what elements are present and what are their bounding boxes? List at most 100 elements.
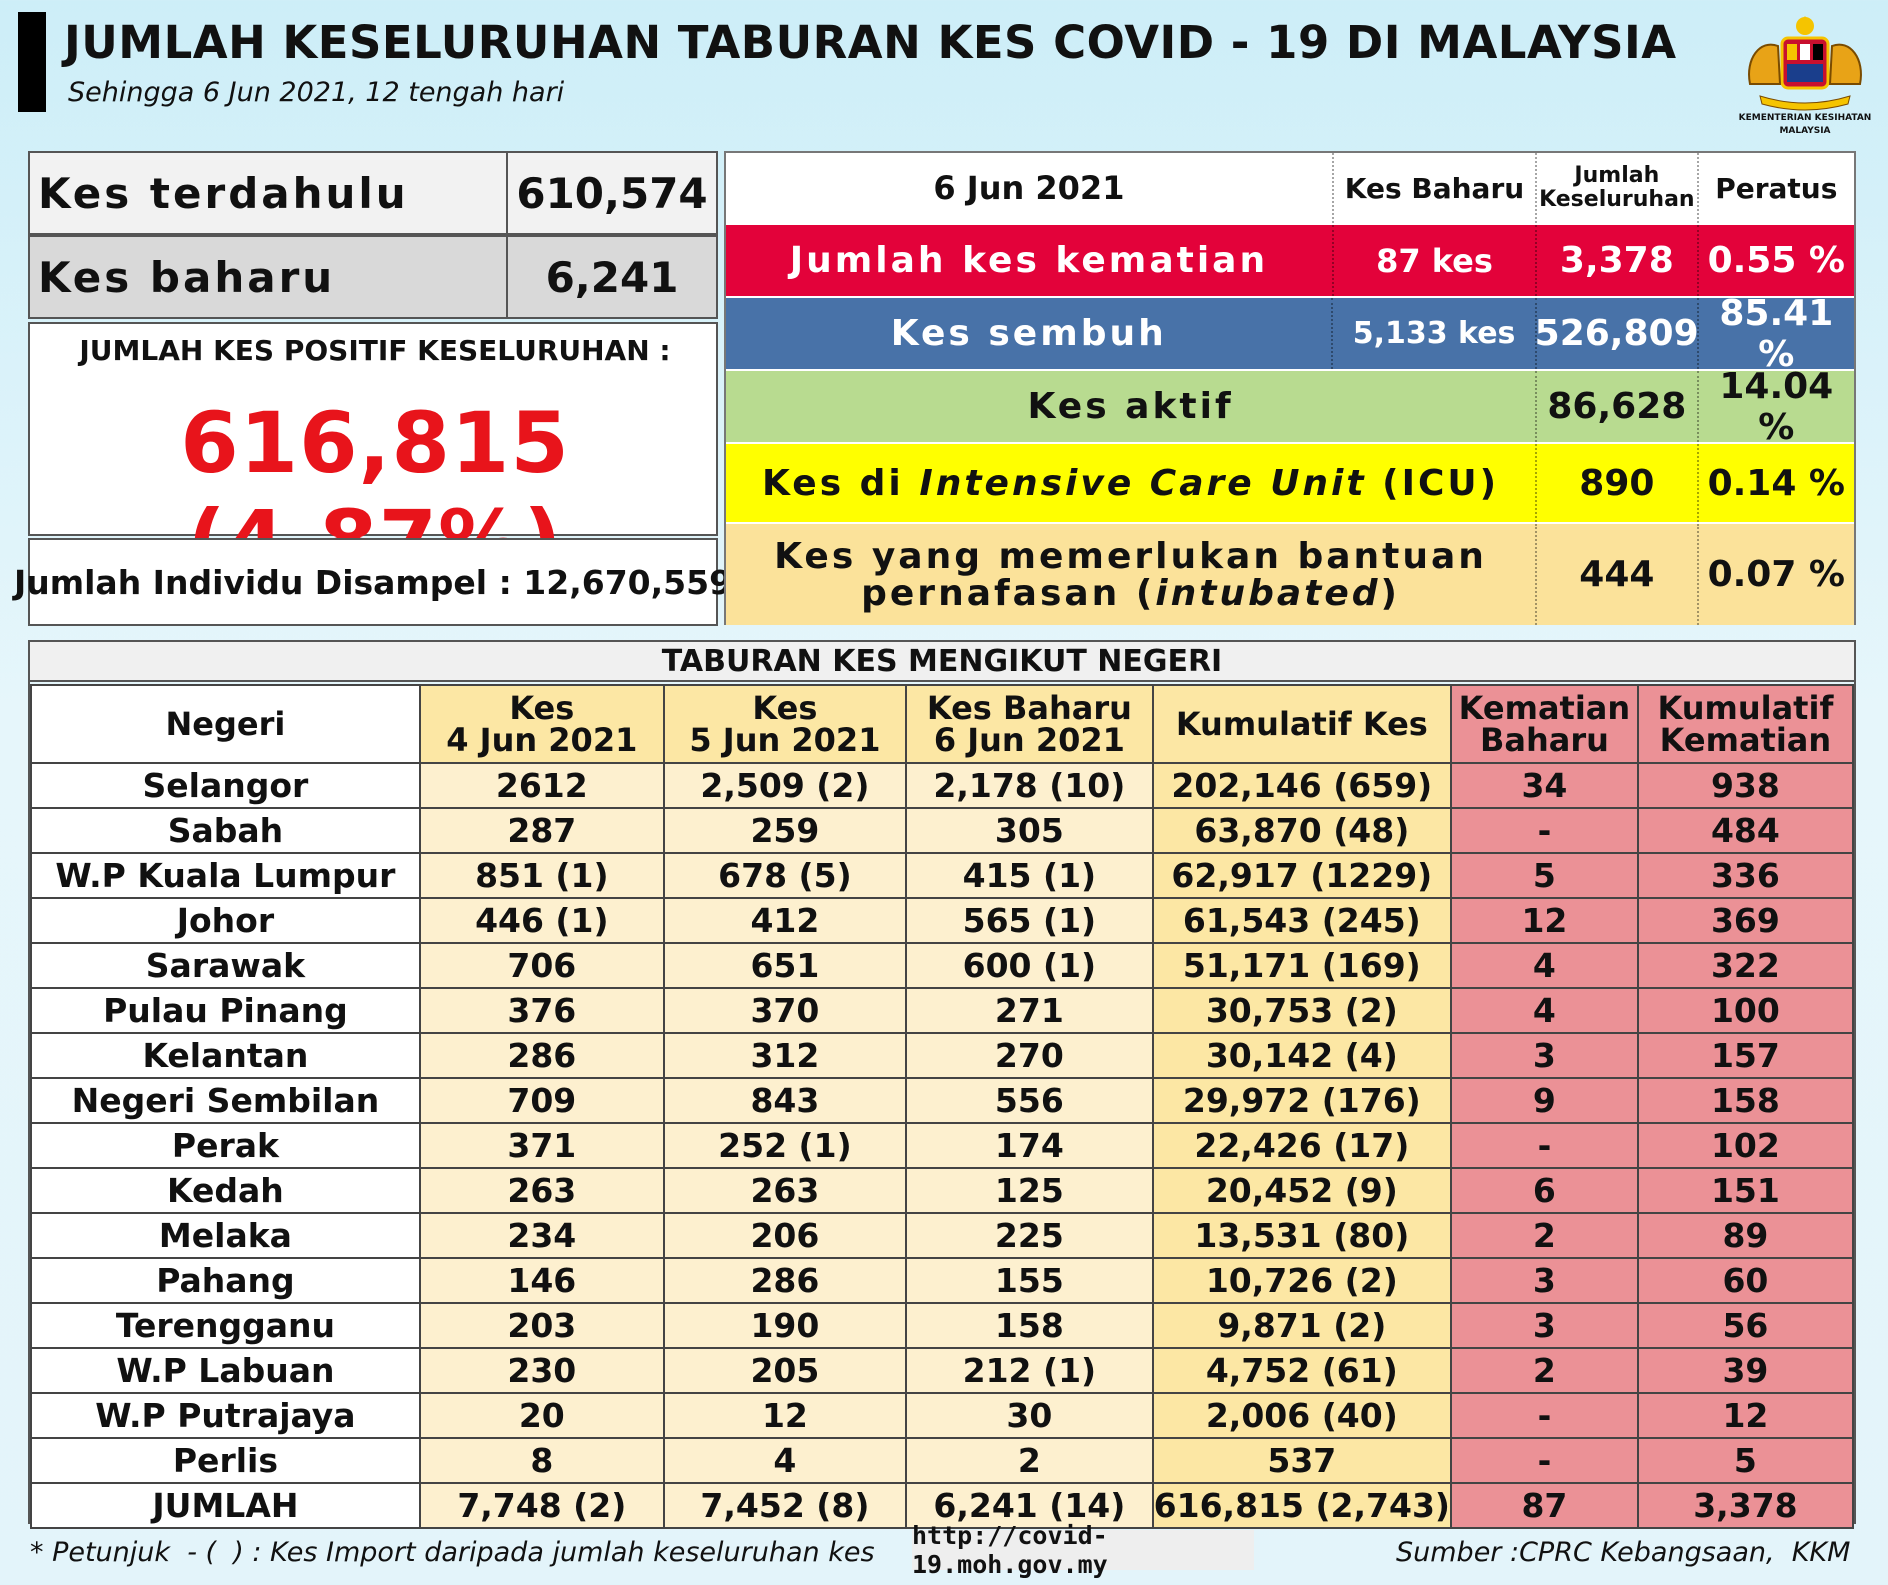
icu-label-a: Kes di: [762, 462, 920, 504]
intubated-label: Kes yang memerlukan bantuan pernafasan (…: [726, 524, 1538, 625]
cases-jun4: 376: [418, 987, 665, 1034]
table-row: Sarawak 706 651 600 (1) 51,171 (169) 4 322: [30, 942, 1855, 989]
cumulative-deaths: 12: [1636, 1392, 1855, 1439]
website-link[interactable]: http://covid-19.moh.gov.my: [912, 1521, 1254, 1579]
state-name: Pahang: [30, 1257, 421, 1304]
cases-jun4: 446 (1): [418, 897, 665, 944]
cases-jun5: 4: [662, 1437, 908, 1484]
new-cases-jun6: 158: [905, 1302, 1154, 1349]
cases-jun5: 412: [662, 897, 908, 944]
cases-jun5: 2,509 (2): [662, 762, 908, 809]
new-deaths: 34: [1450, 762, 1639, 809]
deaths-new: 87 kes: [1334, 225, 1538, 296]
active-label: Kes aktif: [726, 371, 1538, 442]
cases-jun5: 370: [662, 987, 908, 1034]
cases-jun4: 287: [418, 807, 665, 854]
cases-jun4: 146: [418, 1257, 665, 1304]
page-title: JUMLAH KESELURUHAN TABURAN KES COVID - 1…: [64, 16, 1677, 69]
active-total: 86,628: [1537, 371, 1699, 442]
recovered-new: 5,133 kes: [1333, 298, 1537, 369]
previous-cases-label: Kes terdahulu: [30, 153, 508, 233]
new-cases-jun6: 2,178 (10): [905, 762, 1154, 809]
table-row: W.P Labuan 230 205 212 (1) 4,752 (61) 2 39: [30, 1347, 1855, 1394]
cumulative-cases: 30,753 (2): [1151, 987, 1453, 1034]
new-cases-value: 6,241: [545, 252, 679, 302]
icu-percent: 0.14 %: [1707, 462, 1845, 504]
cases-jun5: 286: [662, 1257, 908, 1304]
header-jun6: Kes Baharu 6 Jun 2021: [905, 684, 1154, 764]
table-row: Perlis 8 4 2 537-5: [30, 1437, 1855, 1484]
cumulative-deaths: 5: [1636, 1437, 1855, 1484]
cumulative-cases: 537: [1151, 1437, 1453, 1484]
new-deaths: -: [1450, 1437, 1639, 1484]
new-cases-row: Kes baharu 6,241: [28, 235, 718, 319]
previous-cases-value: 610,574: [516, 168, 708, 218]
header-cumulative-deaths: Kumulatif Kematian: [1636, 684, 1855, 764]
status-table-header: 6 Jun 2021 Kes Baharu Jumlah Keseluruhan…: [726, 153, 1854, 225]
cases-jun5: 651: [662, 942, 908, 989]
active-row: Kes aktif 86,628 14.04 %: [726, 366, 1854, 448]
deaths-label: Jumlah kes kematian: [726, 225, 1334, 296]
new-deaths: 4: [1450, 942, 1639, 989]
table-row: Kelantan 286 312 270 30,142 (4) 3 157: [30, 1032, 1855, 1079]
state-name: Melaka: [30, 1212, 421, 1259]
cases-jun5: 312: [662, 1032, 908, 1079]
header-cumulative: Kumulatif Kes: [1151, 684, 1453, 764]
state-name: JUMLAH: [30, 1482, 421, 1529]
icu-label-b: Intensive Care Unit: [919, 462, 1367, 504]
new-deaths: 3: [1450, 1257, 1639, 1304]
status-total-header-line-1: Jumlah: [1574, 163, 1660, 188]
header-new-deaths: Kematian Baharu: [1450, 684, 1639, 764]
icu-total: 890: [1537, 444, 1699, 522]
new-deaths: 3: [1450, 1302, 1639, 1349]
intubated-percent: 0.07 %: [1707, 554, 1845, 595]
new-deaths: 2: [1450, 1347, 1639, 1394]
state-name: Perlis: [30, 1437, 421, 1484]
header-jun4-line-1: Kes: [509, 689, 575, 727]
state-name: W.P Kuala Lumpur: [30, 852, 421, 899]
status-table: 6 Jun 2021 Kes Baharu Jumlah Keseluruhan…: [724, 151, 1856, 625]
cumulative-deaths: 39: [1636, 1347, 1855, 1394]
cumulative-cases: 4,752 (61): [1151, 1347, 1453, 1394]
cases-jun4: 8: [418, 1437, 665, 1484]
state-name: Pulau Pinang: [30, 987, 421, 1034]
new-deaths: 2: [1450, 1212, 1639, 1259]
cases-jun4: 709: [418, 1077, 665, 1124]
cases-jun4: 263: [418, 1167, 665, 1214]
title-accent-bar: [18, 12, 46, 112]
table-row: Johor 446 (1) 412 565 (1) 61,543 (245) 12 369: [30, 897, 1855, 944]
total-positive-label: JUMLAH KES POSITIF KESELURUHAN :: [79, 334, 671, 367]
new-deaths: 4: [1450, 987, 1639, 1034]
cumulative-deaths: 157: [1636, 1032, 1855, 1079]
icu-row: Kes di Intensive Care Unit (ICU) 890 0.1…: [726, 444, 1854, 524]
cumulative-cases: 10,726 (2): [1151, 1257, 1453, 1304]
new-deaths: 5: [1450, 852, 1639, 899]
status-total-header: Jumlah Keseluruhan: [1537, 153, 1699, 223]
cumulative-cases: 29,972 (176): [1151, 1077, 1453, 1124]
cases-jun4: 851 (1): [418, 852, 665, 899]
deaths-total: 3,378: [1537, 225, 1699, 296]
intubated-total: 444: [1537, 524, 1699, 625]
cumulative-cases: 20,452 (9): [1151, 1167, 1453, 1214]
icu-label: Kes di Intensive Care Unit (ICU): [726, 444, 1538, 522]
state-name: Terengganu: [30, 1302, 421, 1349]
new-cases-jun6: 174: [905, 1122, 1154, 1169]
cumulative-cases: 30,142 (4): [1151, 1032, 1453, 1079]
new-deaths: 12: [1450, 897, 1639, 944]
table-row: Perak 371 252 (1) 174 22,426 (17) -102: [30, 1122, 1855, 1169]
state-name: Sarawak: [30, 942, 421, 989]
deaths-row: Jumlah kes kematian 87 kes 3,378 0.55 %: [726, 225, 1854, 298]
status-new-header: Kes Baharu: [1334, 153, 1538, 223]
cases-jun5: 190: [662, 1302, 908, 1349]
intubated-label-2b: intubated: [1155, 572, 1381, 614]
new-cases-jun6: 30: [905, 1392, 1154, 1439]
cases-jun4: 230: [418, 1347, 665, 1394]
cases-jun5: 7,452 (8): [662, 1482, 908, 1529]
state-name: Selangor: [30, 762, 421, 809]
cumulative-cases: 61,543 (245): [1151, 897, 1453, 944]
total-positive-box: JUMLAH KES POSITIF KESELURUHAN : 616,815…: [28, 322, 718, 590]
state-distribution-table: TABURAN KES MENGIKUT NEGERI Negeri Kes 4 …: [28, 640, 1856, 1529]
cumulative-deaths: 322: [1636, 942, 1855, 989]
new-cases-jun6: 212 (1): [905, 1347, 1154, 1394]
cumulative-deaths: 100: [1636, 987, 1855, 1034]
